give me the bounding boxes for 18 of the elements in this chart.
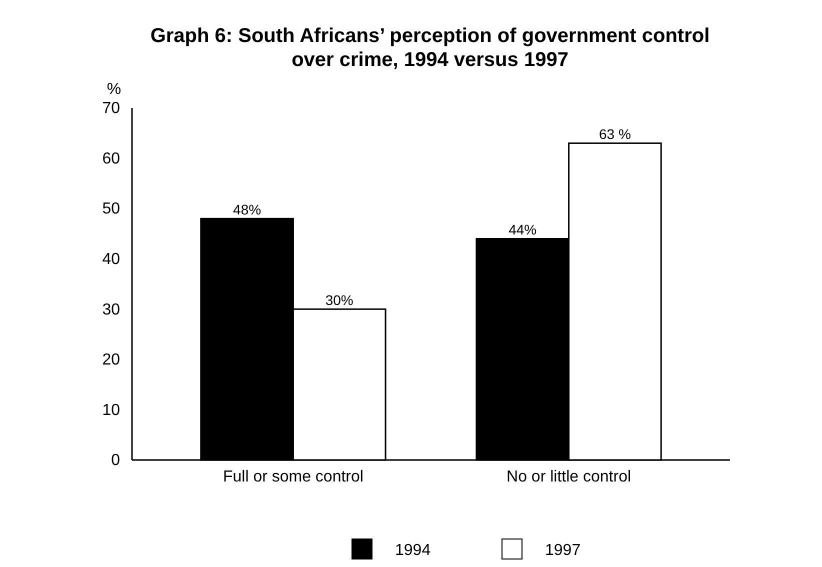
- y-tick-label: 60: [102, 150, 120, 168]
- y-tick-label: 30: [102, 301, 120, 318]
- legend-label: 1994: [395, 542, 431, 559]
- y-tick-label: 0: [111, 452, 120, 470]
- data-label: 48%: [233, 202, 262, 218]
- legend-label: 1997: [545, 542, 581, 559]
- data-label: 30%: [325, 292, 354, 308]
- chart-title: Graph 6: South Africans’ perception of government control over crime, 1994 versus 1997: [150, 25, 710, 71]
- data-label: 63 %: [598, 126, 631, 142]
- x-tick-label: Full or some control: [222, 468, 364, 486]
- y-axis-title: %: [106, 81, 122, 98]
- x-tick-label: No or little control: [506, 468, 632, 486]
- data-label: 44%: [508, 222, 537, 238]
- y-tick-label: 50: [102, 200, 120, 218]
- y-tick-label: 40: [102, 250, 120, 268]
- y-tick-label: 10: [102, 402, 120, 419]
- y-tick-label: 20: [102, 352, 120, 369]
- y-tick-label: 70: [102, 100, 120, 118]
